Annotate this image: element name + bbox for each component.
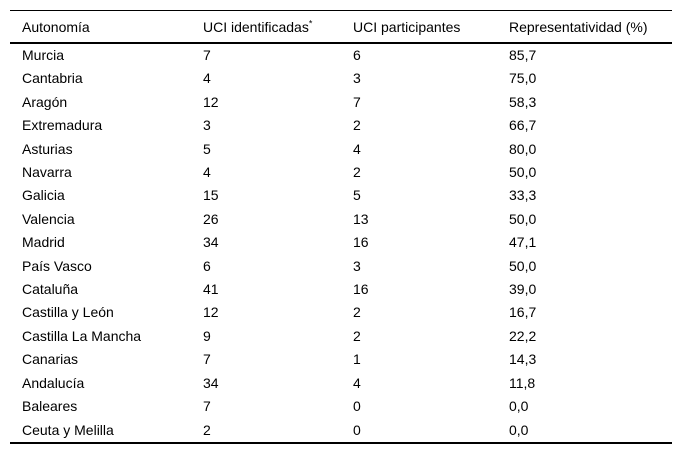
table-row: Extremadura 3 2 66,7 [10, 114, 672, 137]
table-row: Castilla La Mancha 9 2 22,2 [10, 325, 672, 348]
footnote-asterisk: * [308, 17, 313, 28]
representatividad-cell: 50,0 [509, 210, 537, 227]
autonomia-cell: Castilla La Mancha [22, 327, 142, 344]
table-row: Madrid 34 16 47,1 [10, 231, 672, 254]
uci-identificadas-cell: 12 [203, 304, 219, 321]
col-header-uci-identificadas: UCI identificadas* [203, 10, 353, 44]
uci-participantes-cell: 2 [353, 117, 361, 134]
autonomia-cell: Ceuta y Melilla [22, 421, 114, 438]
table-row: Galicia 15 5 33,3 [10, 184, 672, 207]
uci-identificadas-cell: 5 [203, 140, 211, 157]
uci-participantes-cell: 0 [353, 398, 361, 415]
uci-participantes-cell: 5 [353, 187, 361, 204]
representatividad-cell: 0,0 [509, 421, 529, 438]
col-header-uci-participantes: UCI participantes [353, 10, 509, 44]
col-header-representatividad: Representatividad (%) [509, 10, 672, 44]
uci-participantes-cell: 2 [353, 304, 361, 321]
uci-participantes-cell: 2 [353, 164, 361, 181]
uci-identificadas-cell: 4 [203, 164, 211, 181]
autonomia-cell: Asturias [22, 140, 73, 157]
uci-participantes-cell: 3 [353, 257, 361, 274]
uci-participantes-cell: 6 [353, 47, 361, 63]
table-row: Ceuta y Melilla 2 0 0,0 [10, 419, 672, 443]
representatividad-cell: 75,0 [509, 70, 537, 87]
autonomia-cell: Aragón [22, 93, 68, 110]
table-row: Navarra 4 2 50,0 [10, 161, 672, 184]
autonomia-cell: Andalucía [22, 374, 85, 391]
uci-participantes-cell: 7 [353, 93, 361, 110]
header-row: Autonomía UCI identificadas* UCI partici… [10, 10, 672, 44]
representatividad-cell: 16,7 [509, 304, 537, 321]
uci-participantes-cell: 16 [353, 281, 369, 298]
representatividad-cell: 50,0 [509, 164, 537, 181]
col-header-uci-participantes-label: UCI participantes [353, 18, 461, 35]
autonomia-cell: Murcia [22, 47, 65, 63]
uci-identificadas-cell: 7 [203, 47, 211, 63]
table-row: Valencia 26 13 50,0 [10, 208, 672, 231]
uci-participantes-cell: 4 [353, 140, 361, 157]
uci-participantes-cell: 13 [353, 210, 369, 227]
autonomia-cell: Valencia [22, 210, 75, 227]
uci-participantes-cell: 1 [353, 351, 361, 368]
uci-identificadas-cell: 34 [203, 234, 219, 251]
uci-identificadas-cell: 7 [203, 398, 211, 415]
representatividad-cell: 50,0 [509, 257, 537, 274]
table-row: Cantabria 4 3 75,0 [10, 67, 672, 90]
uci-participantes-cell: 4 [353, 374, 361, 391]
representatividad-cell: 22,2 [509, 327, 537, 344]
uci-participantes-cell: 3 [353, 70, 361, 87]
uci-identificadas-cell: 26 [203, 210, 219, 227]
representatividad-cell: 0,0 [509, 398, 529, 415]
representatividad-cell: 58,3 [509, 93, 537, 110]
uci-identificadas-cell: 6 [203, 257, 211, 274]
col-header-representatividad-label: Representatividad (%) [509, 18, 648, 35]
uci-identificadas-cell: 3 [203, 117, 211, 134]
table-row: Castilla y León 12 2 16,7 [10, 301, 672, 324]
representatividad-cell: 47,1 [509, 234, 537, 251]
uci-identificadas-cell: 7 [203, 351, 211, 368]
table-row: Canarias 7 1 14,3 [10, 348, 672, 371]
representatividad-cell: 66,7 [509, 117, 537, 134]
uci-identificadas-cell: 2 [203, 421, 211, 438]
table-row: Baleares 7 0 0,0 [10, 395, 672, 418]
representatividad-cell: 14,3 [509, 351, 537, 368]
uci-participantes-cell: 0 [353, 421, 361, 438]
autonomia-cell: País Vasco [22, 257, 92, 274]
table-row: Andalucía 34 4 11,8 [10, 372, 672, 395]
table-row: País Vasco 6 3 50,0 [10, 255, 672, 278]
uci-identificadas-cell: 41 [203, 281, 219, 298]
uci-identificadas-cell: 12 [203, 93, 219, 110]
autonomia-cell: Cantabria [22, 70, 83, 87]
representatividad-cell: 11,8 [509, 374, 536, 391]
autonomia-cell: Extremadura [22, 117, 103, 134]
uci-identificadas-cell: 15 [203, 187, 219, 204]
autonomia-cell: Navarra [22, 164, 72, 181]
autonomia-cell: Canarias [22, 351, 79, 368]
autonomia-cell: Cataluña [22, 281, 79, 298]
col-header-autonomia: Autonomía [10, 10, 203, 44]
representatividad-cell: 80,0 [509, 140, 537, 157]
uci-identificadas-cell: 4 [203, 70, 211, 87]
uci-identificadas-cell: 34 [203, 374, 219, 391]
uci-participantes-cell: 16 [353, 234, 369, 251]
representatividad-cell: 85,7 [509, 47, 537, 63]
representatividad-cell: 39,0 [509, 281, 537, 298]
representatividad-cell: 33,3 [509, 187, 537, 204]
table-row: Murcia 7 6 85,7 [10, 43, 672, 67]
uci-identificadas-cell: 9 [203, 327, 211, 344]
table-row: Aragón 12 7 58,3 [10, 91, 672, 114]
table-body: Murcia 7 6 85,7 Cantabria 4 3 75,0 Aragón 12 7 58,3… [10, 43, 672, 443]
uci-participantes-cell: 2 [353, 327, 361, 344]
autonomia-cell: Baleares [22, 398, 78, 415]
table-row: Cataluña 41 16 39,0 [10, 278, 672, 301]
uci-representativity-table: Autonomía UCI identificadas* UCI partici… [10, 10, 672, 444]
col-header-autonomia-label: Autonomía [22, 18, 90, 35]
table-row: Asturias 5 4 80,0 [10, 138, 672, 161]
autonomia-cell: Madrid [22, 234, 65, 251]
autonomia-cell: Galicia [22, 187, 65, 204]
autonomia-cell: Castilla y León [22, 304, 114, 321]
col-header-uci-identificadas-label: UCI identificadas [203, 18, 309, 35]
